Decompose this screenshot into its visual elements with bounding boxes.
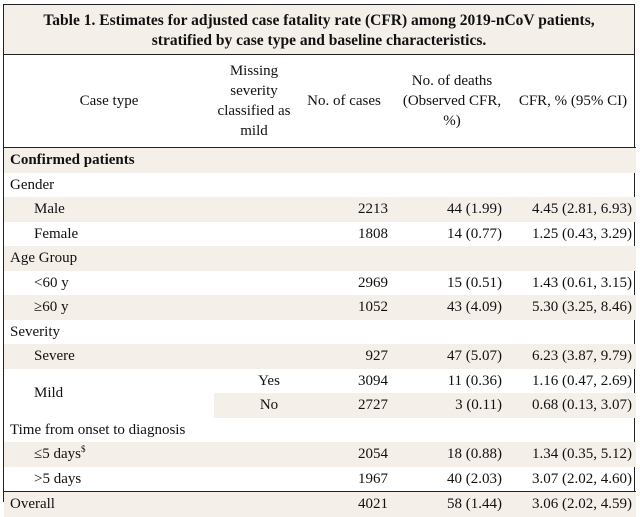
cell-cases: 3094 (358, 372, 388, 389)
cell-missing-yes: Yes (258, 372, 280, 389)
cell-cases: 1808 (358, 225, 388, 242)
cell-deaths: 15 (0.51) (447, 274, 502, 291)
cell-deaths: 44 (1.99) (394, 197, 510, 222)
header-case-type: Case type (4, 55, 214, 148)
section-row-severity: Severity (4, 320, 636, 345)
caption-line-1: Table 1. Estimates for adjusted case fat… (43, 12, 595, 29)
cell-deaths: 58 (1.44) (394, 491, 510, 517)
table-row: ≥60 y 1052 43 (4.09) 5.30 (3.25, 8.46) (4, 295, 636, 320)
cell-cases: 1052 (294, 295, 394, 320)
cell-cfr: 3.06 (2.02, 4.59) (510, 491, 636, 517)
cell-deaths: 18 (0.88) (394, 442, 510, 467)
section-severity: Severity (10, 323, 60, 340)
cell-cfr: 0.68 (0.13, 3.07) (510, 393, 636, 418)
row-label-mild: Mild (34, 385, 64, 401)
cell-cases: 927 (294, 344, 394, 369)
le-5-days-text: ≤5 days (34, 446, 81, 463)
table-row-overall: Overall 4021 58 (1.44) 3.06 (2.02, 4.59) (4, 491, 636, 517)
section-row-confirmed: Confirmed patients (4, 147, 636, 173)
header-no-of-deaths: No. of deaths (Observed CFR, %) (394, 55, 510, 148)
cell-deaths: 40 (2.03) (447, 470, 502, 487)
row-label-female: Female (34, 225, 79, 242)
cell-cfr: 3.07 (2.02, 4.60) (532, 470, 632, 487)
table-row: >5 days 1967 40 (2.03) 3.07 (2.02, 4.60) (4, 467, 636, 492)
table-row: <60 y 2969 15 (0.51) 1.43 (0.61, 3.15) (4, 271, 636, 296)
cell-cfr: 1.16 (0.47, 2.69) (532, 372, 632, 389)
cell-deaths: 11 (0.36) (447, 372, 502, 389)
caption-line-2: stratified by case type and baseline cha… (151, 32, 487, 49)
cell-cases: 2054 (294, 442, 394, 467)
table-row: Mild Yes 3094 11 (0.36) 1.16 (0.47, 2.69… (4, 369, 636, 401)
row-label-severe: Severe (4, 344, 214, 369)
table-caption: Table 1. Estimates for adjusted case fat… (4, 5, 634, 55)
table-row: Male 2213 44 (1.99) 4.45 (2.81, 6.93) (4, 197, 636, 222)
row-label-le-5-days: ≤5 days$ (4, 442, 214, 467)
table-row: No 2727 3 (0.11) 0.68 (0.13, 3.07) (4, 393, 636, 418)
cell-cases: 2213 (294, 197, 394, 222)
cell-cfr: 1.25 (0.43, 3.29) (532, 225, 632, 242)
section-age-group: Age Group (4, 246, 636, 271)
section-confirmed-patients: Confirmed patients (4, 147, 636, 173)
table-frame: Table 1. Estimates for adjusted case fat… (3, 4, 636, 517)
cell-deaths: 14 (0.77) (447, 225, 502, 242)
cell-cases: 1967 (358, 470, 388, 487)
section-time-onset-diagnosis: Time from onset to diagnosis (10, 421, 186, 438)
header-missing-severity: Missing severity classified as mild (214, 55, 294, 148)
row-label-male: Male (4, 197, 214, 222)
cell-cfr: 4.45 (2.81, 6.93) (510, 197, 636, 222)
cell-deaths: 47 (5.07) (394, 344, 510, 369)
cell-cases: 2727 (294, 393, 394, 418)
cell-deaths: 43 (4.09) (394, 295, 510, 320)
row-label-overall: Overall (4, 491, 214, 517)
table-row: ≤5 days$ 2054 18 (0.88) 1.34 (0.35, 5.12… (4, 442, 636, 467)
section-gender: Gender (10, 176, 55, 193)
row-label-60-plus: ≥60 y (4, 295, 214, 320)
cell-cases: 2969 (358, 274, 388, 291)
section-row-age: Age Group (4, 246, 636, 271)
cell-cfr: 6.23 (3.87, 9.79) (510, 344, 636, 369)
footnote-marker: $ (80, 444, 86, 455)
cell-missing-no: No (214, 393, 294, 418)
cell-cases: 4021 (294, 491, 394, 517)
header-row: Case type Missing severity classified as… (4, 55, 636, 148)
row-label-gt-5-days: >5 days (34, 470, 82, 487)
cell-cfr: 1.43 (0.61, 3.15) (532, 274, 632, 291)
table-row: Severe 927 47 (5.07) 6.23 (3.87, 9.79) (4, 344, 636, 369)
row-label-under-60: <60 y (34, 274, 69, 291)
cell-cfr: 1.34 (0.35, 5.12) (510, 442, 636, 467)
header-cfr: CFR, % (95% CI) (510, 55, 636, 148)
cfr-table: Case type Missing severity classified as… (4, 55, 636, 517)
section-row-gender: Gender (4, 173, 636, 198)
header-no-of-cases: No. of cases (294, 55, 394, 148)
cell-cfr: 5.30 (3.25, 8.46) (510, 295, 636, 320)
section-row-time: Time from onset to diagnosis (4, 418, 636, 443)
cell-deaths: 3 (0.11) (394, 393, 510, 418)
table-row: Female 1808 14 (0.77) 1.25 (0.43, 3.29) (4, 222, 636, 247)
